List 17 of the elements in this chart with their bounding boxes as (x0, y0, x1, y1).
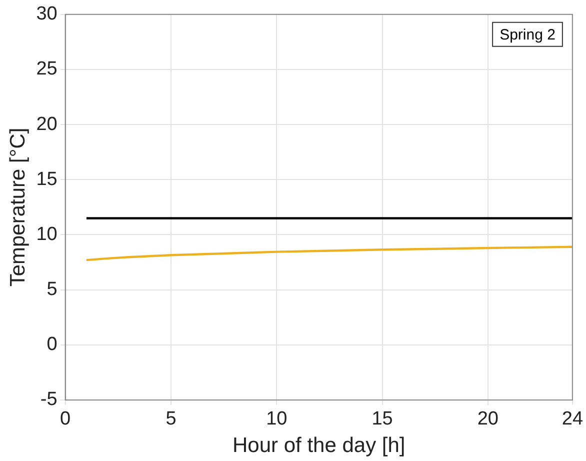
y-tick-label: -5 (40, 389, 58, 410)
x-tick-label: 5 (166, 408, 176, 430)
y-axis-title: Temperature [°C] (6, 128, 30, 287)
x-tick-label: 10 (266, 408, 288, 430)
y-tick-label: 30 (36, 4, 58, 25)
y-tick-label: 10 (36, 224, 58, 245)
y-tick-label: 25 (36, 58, 58, 80)
annotation: Spring 2 (500, 26, 556, 44)
y-tick-label: 0 (46, 334, 58, 356)
x-tick-label: 0 (60, 408, 71, 430)
x-axis-title: Hour of the day [h] (232, 434, 406, 458)
y-tick-label: 20 (36, 114, 58, 135)
y-tick-label: 15 (36, 168, 58, 190)
x-tick-label: 20 (477, 408, 498, 430)
y-tick-label: 5 (46, 279, 58, 300)
x-tick-label: 15 (372, 408, 393, 430)
x-tick-label: 24 (562, 408, 584, 430)
